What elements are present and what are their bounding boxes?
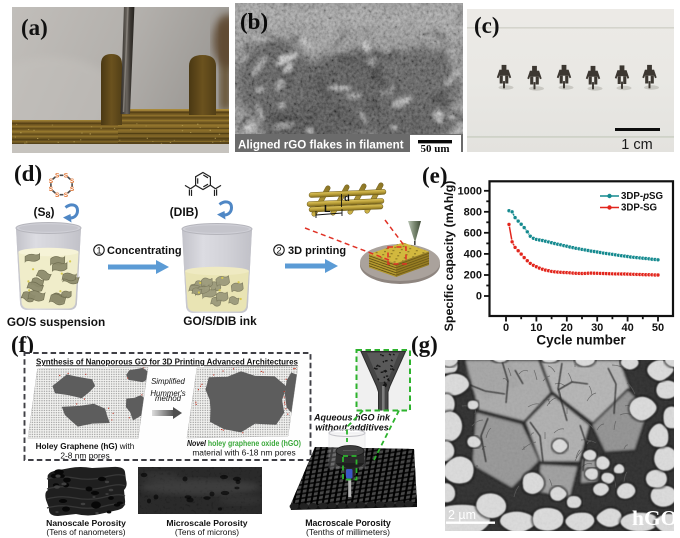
- svg-text:1000: 1000: [458, 185, 482, 197]
- svg-text:Cycle number: Cycle number: [536, 333, 626, 348]
- svg-text:Novel holey graphene oxide (hG: Novel holey graphene oxide (hGO): [187, 438, 301, 448]
- svg-text:material with 6-18 nm pores: material with 6-18 nm pores: [192, 448, 295, 458]
- svg-text:GO/S suspension: GO/S suspension: [7, 315, 105, 329]
- svg-text:(a): (a): [21, 15, 48, 40]
- svg-text:40: 40: [621, 322, 633, 334]
- svg-text:Macroscale Porosity: Macroscale Porosity: [305, 518, 391, 528]
- svg-text:S: S: [49, 178, 54, 185]
- svg-text:S: S: [70, 178, 75, 185]
- svg-text:800: 800: [464, 206, 482, 218]
- svg-text:400: 400: [464, 249, 482, 261]
- svg-text:1: 1: [96, 245, 101, 256]
- svg-text:50 um: 50 um: [420, 143, 449, 152]
- svg-text:(f): (f): [11, 332, 34, 357]
- svg-text:Aqueous hGO ink: Aqueous hGO ink: [313, 413, 391, 423]
- svg-text:2 µm: 2 µm: [448, 508, 476, 522]
- svg-text:(d): (d): [14, 161, 42, 186]
- svg-text:GO/S/DIB ink: GO/S/DIB ink: [183, 314, 257, 328]
- svg-text:2: 2: [276, 245, 281, 256]
- svg-text:600: 600: [464, 227, 482, 239]
- svg-text:Concentrating: Concentrating: [107, 245, 182, 257]
- svg-text:S: S: [55, 173, 60, 180]
- svg-text:d: d: [344, 193, 350, 204]
- svg-text:0: 0: [503, 322, 509, 334]
- svg-text:10: 10: [530, 322, 542, 334]
- svg-text:(Tens of nanometers): (Tens of nanometers): [46, 527, 125, 537]
- svg-text:20: 20: [561, 322, 573, 334]
- svg-text:3DP-pSG: 3DP-pSG: [621, 191, 663, 202]
- svg-text:3D printing: 3D printing: [288, 245, 346, 257]
- svg-text:Microscale Porosity: Microscale Porosity: [166, 518, 247, 528]
- svg-text:hGO: hGO: [632, 506, 677, 530]
- svg-text:(Tenths of millimeters): (Tenths of millimeters): [306, 527, 390, 537]
- svg-text:S: S: [55, 192, 60, 199]
- svg-text:without additives: without additives: [315, 423, 389, 433]
- svg-text:Nanoscale Porosity: Nanoscale Porosity: [46, 518, 126, 528]
- svg-text:(S8): (S8): [33, 205, 54, 220]
- svg-text:method: method: [155, 394, 182, 403]
- svg-text:S: S: [49, 186, 54, 193]
- svg-text:(b): (b): [240, 9, 268, 34]
- svg-text:50: 50: [652, 322, 664, 334]
- svg-text:2-8 nm pores: 2-8 nm pores: [60, 451, 109, 461]
- svg-text:Specific capacity (mAh/g): Specific capacity (mAh/g): [442, 181, 456, 332]
- svg-text:Holey Graphene (hG) with: Holey Graphene (hG) with: [36, 442, 135, 451]
- svg-text:0: 0: [476, 291, 482, 303]
- svg-text:(DIB): (DIB): [170, 205, 199, 219]
- svg-text:(c): (c): [474, 13, 500, 38]
- svg-text:S: S: [64, 173, 69, 180]
- svg-text:S: S: [70, 186, 75, 193]
- svg-text:Hummer's: Hummer's: [150, 389, 185, 398]
- svg-text:Aligned rGO flakes in filament: Aligned rGO flakes in filament: [238, 138, 404, 151]
- svg-text:30: 30: [591, 322, 603, 334]
- svg-text:Synthesis of Nanoporous GO for: Synthesis of Nanoporous GO for 3D Printi…: [36, 356, 298, 366]
- svg-text:L: L: [324, 203, 331, 215]
- svg-text:1 cm: 1 cm: [621, 137, 652, 152]
- svg-text:S: S: [64, 192, 69, 199]
- svg-text:200: 200: [464, 270, 482, 282]
- svg-text:(Tens of microns): (Tens of microns): [175, 527, 239, 537]
- svg-text:Simplified: Simplified: [151, 377, 185, 386]
- svg-text:(e): (e): [422, 163, 448, 188]
- svg-text:3DP-SG: 3DP-SG: [621, 203, 657, 214]
